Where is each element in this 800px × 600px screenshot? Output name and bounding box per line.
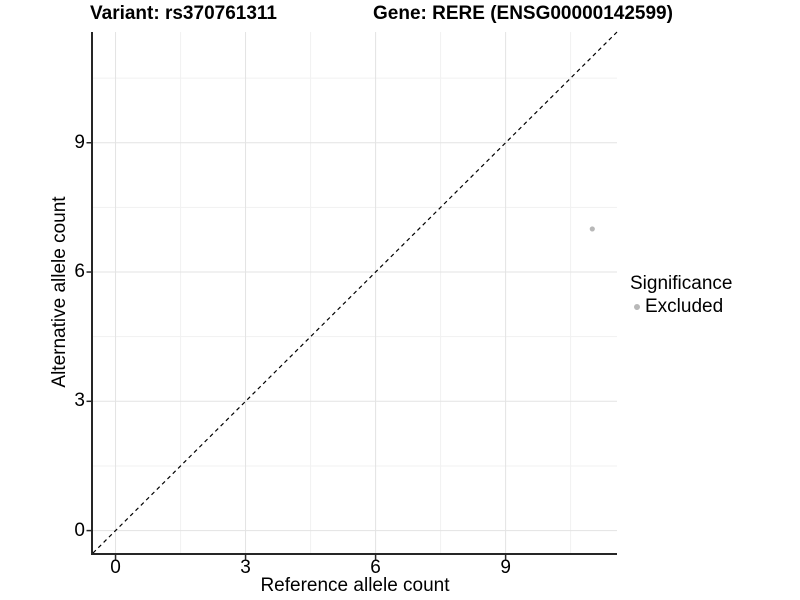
y-tick-label: 0 (74, 519, 85, 541)
data-point (589, 226, 595, 232)
identity-line (92, 31, 618, 554)
x-tick-label: 6 (370, 557, 381, 578)
x-tick-label: 9 (500, 557, 511, 578)
x-tick-label: 0 (110, 557, 121, 578)
legend-dot-icon (634, 304, 640, 310)
plot-title-gene: Gene: RERE (ENSG00000142599) (373, 3, 673, 24)
y-tick-label: 9 (74, 131, 85, 153)
y-tick-label: 3 (74, 390, 85, 412)
legend: Significance Excluded (630, 273, 732, 318)
x-tick-label: 3 (240, 557, 251, 578)
plot-canvas (86, 31, 618, 560)
y-axis-title: Alternative allele count (49, 196, 70, 388)
legend-item: Excluded (630, 296, 732, 318)
legend-title: Significance (630, 273, 733, 294)
y-tick-label: 6 (74, 261, 85, 283)
plot-panel (86, 31, 618, 560)
plot-title-variant: Variant: rs370761311 (90, 3, 277, 24)
legend-items: Excluded (630, 296, 732, 318)
x-axis-title: Reference allele count (260, 575, 450, 596)
legend-item-label: Excluded (645, 296, 724, 317)
